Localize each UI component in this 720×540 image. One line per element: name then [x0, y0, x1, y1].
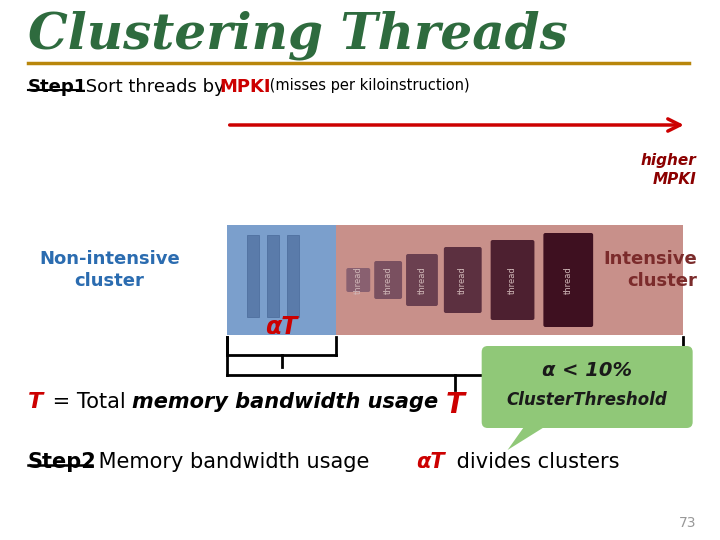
Text: α < 10%: α < 10%	[542, 361, 632, 380]
Text: Intensive
cluster: Intensive cluster	[603, 250, 697, 290]
Text: higher
MPKI: higher MPKI	[641, 153, 697, 187]
Polygon shape	[508, 422, 552, 450]
Text: T: T	[446, 391, 464, 419]
Bar	[287, 235, 299, 317]
Text: T: T	[28, 392, 43, 412]
Text: Non-intensive
cluster: Non-intensive cluster	[39, 250, 180, 290]
Text: αT: αT	[266, 315, 298, 339]
Bar	[266, 235, 279, 317]
FancyBboxPatch shape	[444, 247, 482, 313]
Text: Sort threads by: Sort threads by	[80, 78, 230, 96]
Text: Memory bandwidth usage: Memory bandwidth usage	[91, 452, 376, 472]
Text: memory bandwidth usage: memory bandwidth usage	[132, 392, 438, 412]
FancyBboxPatch shape	[482, 346, 693, 428]
Bar	[227, 225, 336, 335]
Text: divides clusters: divides clusters	[450, 452, 619, 472]
Text: thread: thread	[384, 266, 392, 294]
Text: thread: thread	[508, 266, 517, 294]
Text: 73: 73	[679, 516, 697, 530]
Text: Step1: Step1	[28, 78, 87, 96]
Text: αT: αT	[416, 452, 445, 472]
Text: thread: thread	[354, 266, 363, 294]
FancyBboxPatch shape	[406, 254, 438, 306]
Text: (misses per kiloinstruction): (misses per kiloinstruction)	[265, 78, 469, 93]
FancyBboxPatch shape	[490, 240, 534, 320]
Text: Step2: Step2	[28, 452, 96, 472]
FancyBboxPatch shape	[544, 233, 593, 327]
Text: thread: thread	[564, 266, 573, 294]
Bar	[247, 235, 258, 317]
Bar	[336, 225, 683, 335]
Text: Clustering Threads: Clustering Threads	[28, 10, 567, 59]
FancyBboxPatch shape	[346, 268, 370, 292]
Text: thread: thread	[458, 266, 467, 294]
Text: ClusterThreshold: ClusterThreshold	[507, 391, 667, 409]
Text: MPKI: MPKI	[219, 78, 271, 96]
FancyBboxPatch shape	[374, 261, 402, 299]
Text: thread: thread	[418, 266, 426, 294]
Text: = Total: = Total	[46, 392, 132, 412]
